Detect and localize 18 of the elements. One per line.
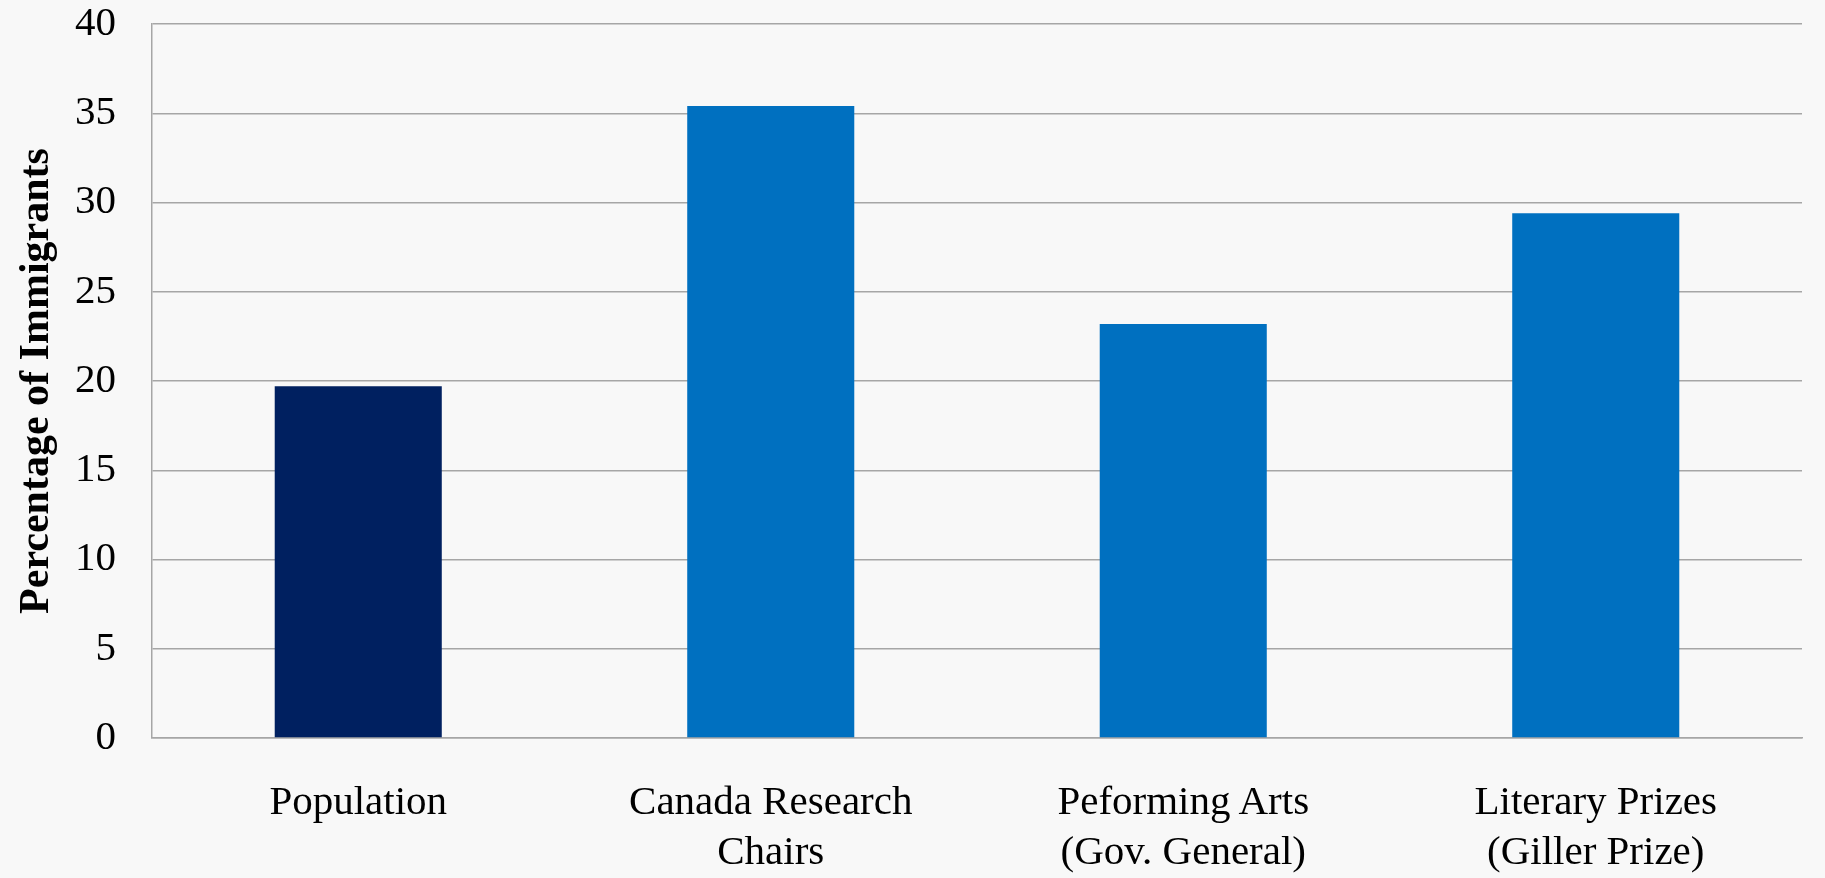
x-tick-label: Population	[269, 776, 448, 823]
bar	[1099, 323, 1267, 738]
y-axis-title: Percentage of Immigrants	[11, 148, 58, 614]
y-tick-label: 30	[75, 176, 116, 223]
y-tick-label: 0	[95, 711, 116, 758]
y-tick-label: 25	[75, 265, 116, 312]
y-tick-label: 10	[75, 533, 116, 580]
x-tick-label: Canada Research Chairs	[629, 776, 913, 873]
x-tick-label: Literary Prizes (Giller Prize)	[1474, 776, 1717, 873]
y-tick-label: 35	[75, 87, 116, 134]
y-tick-label: 15	[75, 444, 116, 491]
y-tick-label: 5	[95, 622, 116, 669]
x-tick-label: Peforming Arts (Gov. General)	[1057, 776, 1310, 873]
y-tick-label: 40	[75, 0, 116, 44]
y-tick-label: 20	[75, 354, 116, 401]
bar	[687, 106, 855, 738]
bar	[1512, 213, 1680, 738]
bar	[274, 386, 442, 738]
